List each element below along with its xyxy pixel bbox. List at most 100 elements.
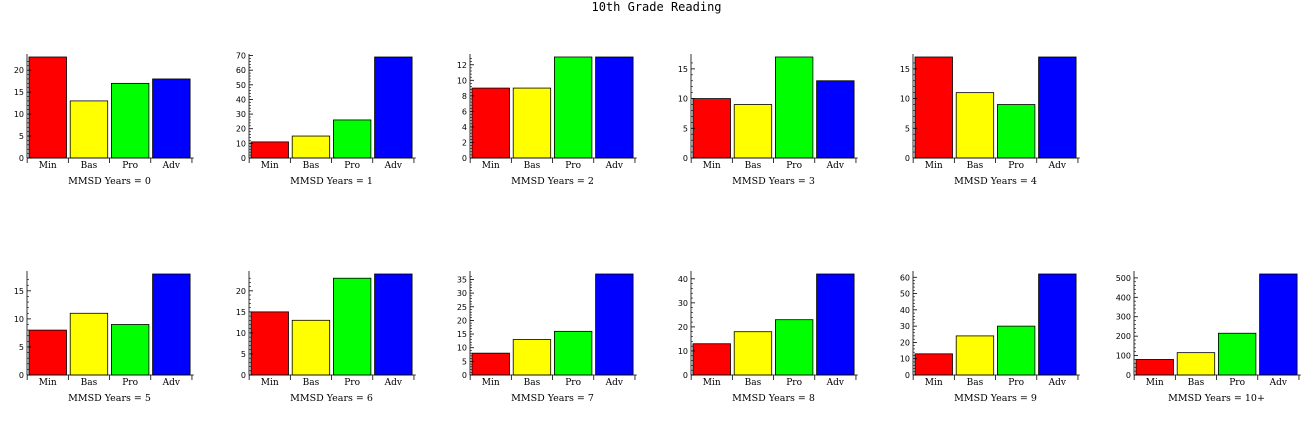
chart-panel: 0 10 20 30 40 50 60 70 Min Bas Pro Adv MMSD Years = …	[236, 52, 416, 187]
x-tick-label: Bas	[745, 161, 762, 171]
bar-min	[1135, 359, 1174, 376]
y-tick-label: 5	[683, 124, 688, 133]
bar-pro	[775, 319, 814, 376]
y-tick-label: 70	[236, 52, 246, 61]
page-title: 10th Grade Reading	[591, 0, 722, 14]
x-tick-label: Pro	[786, 378, 802, 388]
bar-adv	[595, 273, 634, 376]
y-tick-label: 0	[241, 371, 246, 380]
x-tick-label: Pro	[344, 378, 360, 388]
y-tick-label: 30	[678, 299, 688, 308]
x-tick-label: Bas	[745, 378, 762, 388]
x-tick-label: Pro	[344, 161, 360, 171]
x-axis-label: MMSD Years = 2	[511, 176, 594, 187]
bar-min	[471, 352, 510, 376]
bar-min	[692, 343, 731, 376]
x-tick-label: Pro	[1008, 378, 1024, 388]
y-tick-label: 10	[236, 329, 246, 338]
x-tick-label: Pro	[565, 378, 581, 388]
y-tick-label: 15	[14, 287, 24, 296]
x-tick-label: Bas	[524, 378, 541, 388]
x-tick-label: Min	[39, 161, 57, 171]
y-tick-label: 0	[905, 154, 910, 163]
y-tick-label: 0	[462, 371, 467, 380]
x-tick-label: Pro	[1008, 161, 1024, 171]
y-tick-label: 500	[1116, 274, 1131, 283]
x-tick-label: Min	[703, 161, 721, 171]
y-tick-label: 40	[236, 95, 246, 104]
bar-bas	[1176, 352, 1216, 376]
y-tick-label: 8	[462, 92, 467, 101]
y-tick-label: 0	[683, 154, 688, 163]
x-tick-label: Adv	[1048, 161, 1067, 171]
x-axis-label: MMSD Years = 1	[290, 176, 373, 187]
bar-adv	[816, 80, 855, 159]
x-tick-label: Adv	[605, 161, 624, 171]
y-tick-label: 100	[1116, 352, 1131, 361]
x-axis-label: MMSD Years = 3	[732, 176, 815, 187]
y-tick-label: 4	[462, 123, 467, 132]
y-tick-label: 30	[236, 110, 246, 119]
chart-panel: 0 2 4 6 8 10 12 Min Bas Pro Adv MMSD Years = 2	[457, 54, 637, 187]
bar-bas	[512, 87, 552, 159]
bar-min	[692, 98, 731, 159]
x-tick-label: Bas	[81, 378, 98, 388]
bar-bas	[291, 319, 331, 376]
y-tick-label: 15	[900, 65, 910, 74]
x-tick-label: Adv	[162, 161, 181, 171]
chart-panel: 0 10 20 30 40 Min Bas Pro Adv MMSD Years = 8	[678, 271, 858, 404]
y-tick-label: 15	[236, 308, 246, 317]
y-tick-label: 10	[678, 95, 688, 104]
bar-adv	[1038, 273, 1077, 376]
x-tick-label: Bas	[524, 161, 541, 171]
bar-adv	[152, 78, 191, 159]
x-tick-label: Min	[703, 378, 721, 388]
y-tick-label: 20	[900, 338, 910, 347]
x-axis-label: MMSD Years = 9	[954, 393, 1037, 404]
y-tick-label: 20	[236, 287, 246, 296]
x-tick-label: Min	[925, 161, 943, 171]
bar-min	[250, 311, 289, 376]
bar-min	[28, 56, 67, 159]
x-tick-label: Min	[39, 378, 57, 388]
y-tick-label: 300	[1116, 313, 1131, 322]
x-axis-label: MMSD Years = 6	[290, 393, 373, 404]
y-tick-label: 30	[900, 322, 910, 331]
y-tick-label: 200	[1116, 332, 1131, 341]
bar-bas	[291, 135, 331, 159]
x-tick-label: Bas	[1188, 378, 1205, 388]
y-tick-label: 0	[462, 154, 467, 163]
x-tick-label: Pro	[122, 161, 138, 171]
bar-pro	[775, 56, 814, 159]
bar-min	[28, 329, 67, 376]
y-tick-label: 10	[900, 95, 910, 104]
y-tick-label: 10	[900, 355, 910, 364]
y-tick-label: 20	[14, 66, 24, 75]
bar-min	[471, 87, 510, 159]
y-tick-label: 60	[900, 273, 910, 282]
x-axis-label: MMSD Years = 5	[68, 393, 151, 404]
bar-adv	[1038, 56, 1077, 159]
bar-min	[914, 56, 953, 159]
y-tick-label: 0	[683, 371, 688, 380]
y-tick-label: 0	[1126, 371, 1131, 380]
x-tick-label: Adv	[384, 161, 403, 171]
y-tick-label: 5	[905, 124, 910, 133]
bar-bas	[69, 312, 109, 376]
chart-panel: 0 5 10 15 20 25 30 35 Min Bas Pro Adv MMSD Years = 7	[457, 271, 637, 404]
y-tick-label: 20	[236, 125, 246, 134]
x-tick-label: Min	[925, 378, 943, 388]
chart-panel: 0 10 20 30 40 50 60 Min Bas Pro Adv MMSD Years = 9	[900, 271, 1080, 404]
x-axis-label: MMSD Years = 7	[511, 393, 594, 404]
y-tick-label: 10	[14, 110, 24, 119]
x-tick-label: Adv	[1269, 378, 1288, 388]
bar-pro	[111, 82, 150, 159]
bar-min	[914, 353, 953, 376]
y-tick-label: 40	[900, 306, 910, 315]
y-tick-label: 5	[19, 343, 24, 352]
y-tick-label: 20	[678, 323, 688, 332]
bar-adv	[152, 273, 191, 376]
x-tick-label: Pro	[122, 378, 138, 388]
x-tick-label: Bas	[303, 378, 320, 388]
bar-bas	[955, 92, 995, 159]
